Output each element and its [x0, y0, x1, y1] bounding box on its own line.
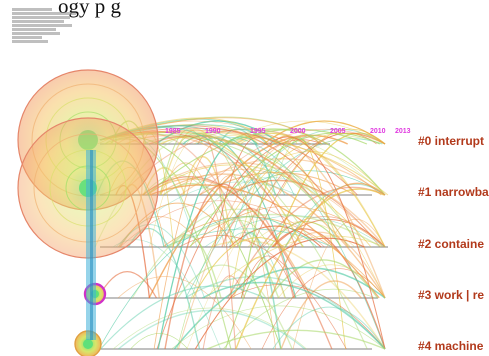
- citation-link: [153, 140, 230, 350]
- citation-link: [263, 120, 386, 145]
- citation-link: [189, 132, 380, 248]
- citation-link: [211, 240, 386, 350]
- citation-link: [261, 268, 386, 350]
- citation-link: [274, 132, 386, 248]
- citation-link: [117, 276, 252, 350]
- citation-link: [192, 237, 285, 299]
- citation-link: [232, 256, 286, 299]
- year-labels: 1985 1990 1995 2000 2005 2010 2013: [165, 128, 411, 135]
- citation-link: [195, 136, 386, 350]
- cluster-label: #4 machine: [418, 339, 484, 353]
- node-trunk: [86, 150, 96, 340]
- citation-link: [268, 259, 379, 299]
- year-label: 1990: [205, 128, 221, 135]
- year-label: 1985: [165, 128, 181, 135]
- citation-link: [142, 136, 368, 350]
- citation-link: [162, 183, 280, 299]
- citation-link: [272, 306, 386, 350]
- citation-link: [224, 220, 343, 350]
- citation-link: [155, 173, 386, 299]
- citation-link: [147, 164, 372, 248]
- citation-link: [238, 231, 282, 350]
- citation-link: [131, 208, 305, 299]
- year-label: 1995: [250, 128, 266, 135]
- citation-link: [214, 136, 269, 248]
- citation-link: [288, 231, 386, 299]
- citation-link: [269, 136, 386, 350]
- citation-link: [182, 156, 234, 248]
- citation-link: [230, 179, 381, 248]
- citation-link: [130, 333, 189, 350]
- citation-link: [240, 255, 296, 299]
- citation-link: [251, 132, 377, 248]
- citation-link: [235, 188, 385, 350]
- citation-link: [100, 285, 265, 350]
- cluster-label: #1 narrowba: [418, 185, 489, 199]
- citation-link: [206, 329, 386, 350]
- citation-link: [159, 128, 204, 196]
- citation-link: [205, 235, 386, 299]
- citation-link: [201, 281, 386, 350]
- citation-link: [149, 184, 380, 299]
- year-label: 2005: [330, 128, 346, 135]
- citation-link: [162, 216, 386, 299]
- citation-link: [98, 216, 318, 350]
- year-label: 2010: [370, 128, 386, 135]
- citation-link: [179, 158, 386, 196]
- year-label: 2000: [290, 128, 306, 135]
- citation-link: [167, 213, 382, 248]
- citation-link: [241, 136, 308, 299]
- citation-link: [271, 228, 386, 350]
- citation-link: [213, 175, 277, 350]
- cluster-label: #2 containe: [418, 237, 485, 251]
- citation-link: [199, 128, 386, 196]
- citation-link: [292, 218, 386, 350]
- citation-links: [94, 116, 389, 350]
- citation-link: [117, 309, 306, 350]
- year-label: 2013: [395, 128, 411, 135]
- citation-link: [184, 275, 386, 350]
- citation-link: [188, 205, 386, 248]
- metadata-block: [12, 8, 82, 44]
- citation-link: [171, 234, 222, 299]
- citation-link: [142, 176, 333, 350]
- citation-link: [226, 179, 386, 248]
- citation-link: [177, 136, 328, 350]
- citation-link: [197, 136, 237, 350]
- citation-link: [171, 305, 386, 350]
- citation-link: [162, 169, 383, 248]
- cluster-label: #3 work | re: [418, 288, 485, 302]
- cluster-label: #0 interrupt: [418, 134, 485, 148]
- citation-link: [280, 280, 362, 350]
- citation-link: [173, 266, 386, 350]
- citation-link: [230, 284, 386, 350]
